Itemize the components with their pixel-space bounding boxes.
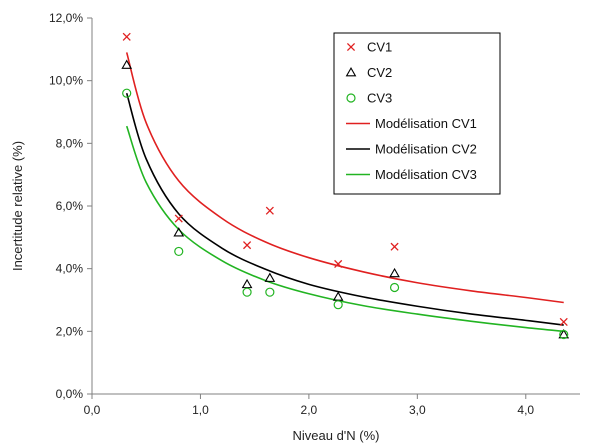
series-3-point-4 — [265, 287, 275, 297]
y-tick-label: 12,0% — [49, 11, 83, 25]
legend-label-4: Modélisation CV1 — [375, 116, 477, 131]
x-stroke — [122, 32, 131, 41]
series-3-point-6 — [389, 282, 400, 293]
series-1-point-2 — [174, 214, 183, 223]
series-3-point-1 — [122, 88, 132, 98]
series-3-point-3 — [242, 287, 252, 297]
y-tick-label: 8,0% — [56, 136, 84, 150]
x-stroke — [265, 206, 274, 215]
legend: CV1 CV2 CV3 Modélisation CV1 Modélisation CV… — [333, 32, 501, 195]
y-tick-label: 2,0% — [56, 324, 84, 338]
legend-label-3: CV3 — [367, 91, 392, 106]
series-2-point-1 — [121, 59, 133, 69]
series-1-point-5 — [334, 259, 343, 269]
x-axis-title: Niveau d'N (%) — [292, 428, 379, 443]
x-tick-label: 1,0 — [192, 403, 209, 417]
x-stroke — [346, 42, 356, 52]
series-2-point-6 — [389, 267, 400, 278]
x-tick-label: 0,0 — [84, 403, 101, 417]
y-axis-title: Incertitude relative (%) — [10, 141, 25, 271]
series-2-point-4 — [264, 272, 276, 282]
x-stroke — [390, 242, 399, 251]
legend-symbol-3 — [346, 93, 356, 103]
series-3-point-5 — [333, 300, 343, 310]
y-tick-label: 0,0% — [56, 387, 84, 401]
data-markers — [121, 32, 570, 340]
x-tick-label: 2,0 — [301, 403, 318, 417]
series-3-point-7 — [559, 329, 569, 340]
x-tick-label: 3,0 — [409, 403, 426, 417]
legend-label-2: CV2 — [367, 65, 392, 80]
series-line-6 — [125, 125, 564, 333]
x-stroke — [559, 317, 568, 326]
series-2-point-2 — [173, 227, 185, 237]
y-tick-label: 4,0% — [56, 262, 84, 276]
series-1-point-6 — [390, 242, 399, 251]
legend-symbol-2 — [345, 66, 357, 77]
x-stroke — [243, 241, 252, 250]
legend-symbol-1 — [346, 42, 356, 52]
model-curves — [125, 52, 564, 333]
y-tick-label: 6,0% — [56, 199, 84, 213]
series-3-point-2 — [174, 246, 184, 257]
series-1-point-7 — [559, 317, 568, 326]
x-tick-label: 4,0 — [517, 403, 534, 417]
series-1-point-4 — [265, 206, 274, 215]
series-line-4 — [125, 52, 564, 304]
x-stroke — [334, 259, 343, 269]
axes: 0,0% 2,0% 4,0% 6,0% 8,0% 10,0% 12,0% 0,0 1,0 2,0 3… — [49, 11, 580, 417]
legend-box — [333, 32, 501, 195]
series-1-point-1 — [122, 32, 131, 41]
legend-label-1: CV1 — [367, 40, 392, 55]
legend-label-5: Modélisation CV2 — [375, 142, 477, 157]
series-line-5 — [125, 92, 564, 326]
legend-label-6: Modélisation CV3 — [375, 167, 477, 182]
y-tick-label: 10,0% — [49, 74, 83, 88]
series-2-point-7 — [558, 328, 570, 339]
x-stroke — [174, 214, 183, 223]
series-1-point-3 — [243, 241, 252, 250]
